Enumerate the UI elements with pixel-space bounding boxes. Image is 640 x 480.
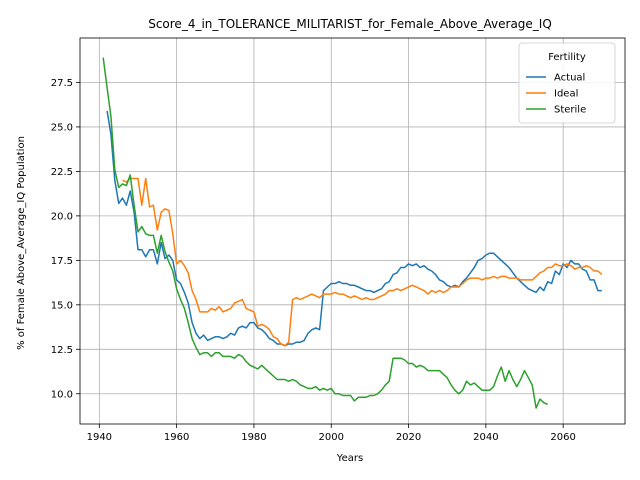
series-layer <box>102 57 603 409</box>
legend-entry-actual: Actual <box>554 73 585 84</box>
legend-items: Actual Ideal Sterile <box>526 73 586 116</box>
x-tick-label: 2000 <box>319 432 344 443</box>
y-axis-label: % of Female Above_Average_IQ Population <box>16 136 27 350</box>
chart-title: Score_4_in_TOLERANCE_MILITARIST_for_Fema… <box>148 17 552 31</box>
series-line-ideal <box>122 177 603 347</box>
x-tick-label: 1960 <box>164 432 189 443</box>
series-line-actual <box>106 110 602 347</box>
x-axis-label: Years <box>336 453 363 464</box>
x-tick-label: 2020 <box>396 432 421 443</box>
x-tick-label: 1940 <box>87 432 112 443</box>
grid <box>80 38 625 424</box>
x-tick-label: 1980 <box>241 432 266 443</box>
y-tick-label: 20.0 <box>51 211 73 222</box>
series-line-sterile <box>102 57 548 409</box>
legend-entry-sterile: Sterile <box>554 105 586 116</box>
y-tick-label: 12.5 <box>51 345 73 356</box>
legend-entry-ideal: Ideal <box>554 89 578 100</box>
y-axis: 10.0 12.5 15.0 17.5 20.0 22.5 25.0 27.5 <box>51 78 80 400</box>
legend-title: Fertility <box>548 52 586 63</box>
y-tick-label: 17.5 <box>51 256 73 267</box>
y-tick-label: 22.5 <box>51 167 73 178</box>
y-tick-label: 10.0 <box>51 389 73 400</box>
y-tick-label: 27.5 <box>51 78 73 89</box>
legend: Fertility Actual Ideal Sterile <box>518 42 616 124</box>
y-tick-label: 15.0 <box>51 300 73 311</box>
legend-box <box>518 42 616 124</box>
x-tick-label: 2060 <box>550 432 575 443</box>
y-tick-label: 25.0 <box>51 122 73 133</box>
x-tick-label: 2040 <box>473 432 498 443</box>
x-axis: 1940 1960 1980 2000 2020 2040 2060 <box>87 424 576 443</box>
plot-frame <box>79 37 626 425</box>
